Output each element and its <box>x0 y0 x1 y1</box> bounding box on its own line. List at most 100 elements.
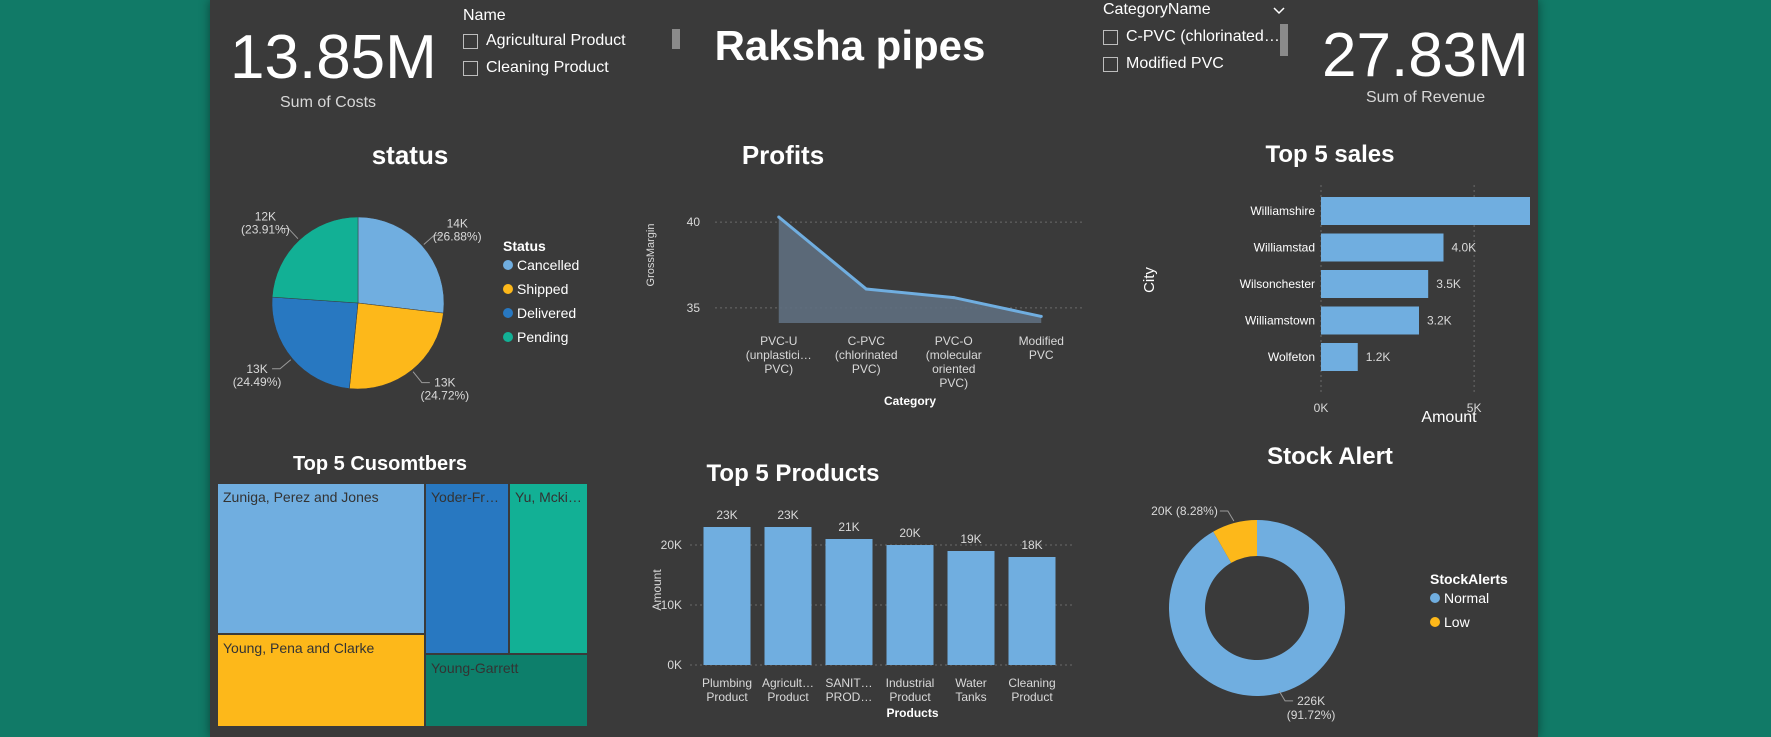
dashboard-title: Raksha pipes <box>714 22 986 69</box>
x-tick-label: Agricult… <box>762 676 814 690</box>
y-axis-title: City <box>1141 267 1158 293</box>
x-tick-label: Industrial <box>886 676 935 690</box>
x-axis-title: Category <box>884 394 936 408</box>
stock-alert-title: Stock Alert <box>1267 443 1393 470</box>
x-tick-label: Plumbing <box>702 676 752 690</box>
legend-item-cancelled[interactable]: Cancelled <box>503 257 579 273</box>
y-tick-label: Wolfeton <box>1268 350 1315 364</box>
bar-data-label: 3.5K <box>1436 277 1461 291</box>
legend-swatch <box>1430 593 1440 603</box>
y-tick-label: Williamstad <box>1254 241 1315 255</box>
x-tick-label: SANIT… <box>825 676 872 690</box>
x-tick-label: Cleaning <box>1008 676 1055 690</box>
x-tick-label: (molecular <box>926 348 982 362</box>
treemap-label: Zuniga, Perez and Jones <box>223 489 379 505</box>
bar <box>1321 270 1429 298</box>
treemap-cell[interactable]: Yu, Mcki… <box>509 483 588 654</box>
status-legend-title: Status <box>503 238 546 254</box>
bar <box>1008 557 1056 665</box>
category-slicer-item[interactable]: Modified PVC <box>1103 55 1293 73</box>
bar-data-label: 18K <box>1021 538 1042 552</box>
x-tick-label: PVC-U <box>760 334 797 348</box>
bar <box>947 551 995 665</box>
donut-slice <box>1213 520 1257 563</box>
x-tick-label: 0K <box>1314 401 1329 415</box>
checkbox[interactable] <box>1103 29 1118 45</box>
category-slicer-item-label: Modified PVC <box>1126 55 1224 72</box>
legend-label: Normal <box>1444 590 1490 606</box>
treemap-cell[interactable]: Yoder-Fr… <box>425 483 509 654</box>
x-tick-label: (chlorinated <box>835 348 898 362</box>
status-legend: Status Cancelled Shipped Delivered Pendi… <box>503 238 579 345</box>
legend-item-shipped[interactable]: Shipped <box>503 281 579 297</box>
legend-swatch <box>503 332 513 342</box>
profits-area-chart: 3540PVC-U(unplastici…PVC)C-PVC(chlorinat… <box>645 215 1085 408</box>
x-tick-label: Product <box>767 690 809 704</box>
name-slicer-item[interactable]: Agricultural Product <box>463 32 658 50</box>
legend-label: Shipped <box>517 281 569 297</box>
x-tick-label: Modified <box>1019 334 1064 348</box>
donut-data-label: 226K <box>1297 694 1325 708</box>
pie-data-label: 13K <box>434 376 455 390</box>
treemap-cell[interactable]: Young, Pena and Clarke <box>217 634 425 727</box>
y-tick-label: 35 <box>687 301 701 315</box>
bar <box>1321 306 1419 335</box>
dashboard-canvas: 13.85M Sum of Costs Name Agricultural Pr… <box>210 0 1538 737</box>
bar <box>825 539 873 665</box>
revenue-kpi-value: 27.83M <box>1322 21 1529 90</box>
costs-kpi-value: 13.85M <box>230 23 437 92</box>
x-tick-label: 5K <box>1467 401 1482 415</box>
legend-swatch <box>503 308 513 318</box>
checkbox[interactable] <box>463 33 478 49</box>
bar-data-label: 3.2K <box>1427 314 1452 328</box>
x-tick-label: PVC <box>1029 348 1054 362</box>
x-tick-label: Tanks <box>955 690 986 704</box>
legend-item-delivered[interactable]: Delivered <box>503 305 579 321</box>
pie-percent-label: (26.88%) <box>433 229 482 243</box>
category-slicer-scrollbar[interactable] <box>1280 24 1288 56</box>
bar <box>1321 197 1530 225</box>
legend-item-normal[interactable]: Normal <box>1430 590 1508 606</box>
bar <box>1321 233 1444 262</box>
legend-label: Pending <box>517 329 569 345</box>
legend-item-pending[interactable]: Pending <box>503 329 579 345</box>
bar-data-label: 20K <box>899 526 920 540</box>
legend-label: Cancelled <box>517 257 580 273</box>
data-point <box>952 296 956 300</box>
y-tick-label: Williamshire <box>1250 204 1315 218</box>
checkbox[interactable] <box>1103 56 1118 72</box>
checkbox[interactable] <box>463 60 478 76</box>
bar <box>1321 343 1358 371</box>
treemap-label: Yoder-Fr… <box>431 489 499 505</box>
name-slicer-scrollbar[interactable] <box>672 29 680 49</box>
pie-data-label: 14K <box>447 216 468 230</box>
treemap-label: Young, Pena and Clarke <box>223 640 375 656</box>
name-slicer-item-label: Cleaning Product <box>486 59 609 76</box>
category-slicer: CategoryName C-PVC (chlorinated… Modifie… <box>1103 1 1293 73</box>
bar-data-label: 21K <box>838 520 859 534</box>
chevron-down-icon[interactable] <box>1272 3 1286 17</box>
name-slicer-item-label: Agricultural Product <box>486 32 626 49</box>
x-tick-label: PROD… <box>826 690 873 704</box>
x-tick-label: PVC-O <box>935 334 973 348</box>
stock-legend-title: StockAlerts <box>1430 571 1508 587</box>
treemap-cell[interactable]: Young-Garrett <box>425 654 588 727</box>
area-line <box>777 215 1042 318</box>
pie-leader-line <box>412 371 430 384</box>
data-point <box>1039 314 1043 318</box>
category-slicer-item[interactable]: C-PVC (chlorinated… <box>1103 28 1293 46</box>
category-slicer-item-label: C-PVC (chlorinated… <box>1126 28 1280 45</box>
pie-slice <box>271 216 359 304</box>
costs-kpi-label: Sum of Costs <box>280 94 377 111</box>
name-slicer-item[interactable]: Cleaning Product <box>463 59 658 77</box>
status-pie-chart: 14K(26.88%)13K(24.72%)13K(24.49%)12K(23.… <box>233 209 482 402</box>
treemap-cell[interactable]: Zuniga, Perez and Jones <box>217 483 425 634</box>
pie-slice <box>271 296 359 389</box>
bar-data-label: 23K <box>716 508 737 522</box>
x-tick-label: PVC) <box>764 362 793 376</box>
bar <box>886 545 934 665</box>
legend-swatch <box>503 284 513 294</box>
status-chart-title: status <box>371 140 449 170</box>
legend-item-low[interactable]: Low <box>1430 614 1508 630</box>
x-tick-label: Product <box>706 690 748 704</box>
